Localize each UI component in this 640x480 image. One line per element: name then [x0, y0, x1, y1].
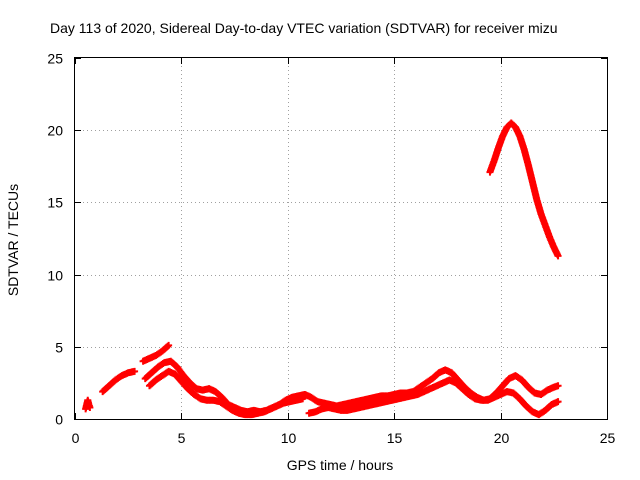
x-axis-label: GPS time / hours — [287, 457, 394, 473]
y-tick-label: 15 — [47, 195, 63, 211]
interp-point — [553, 398, 561, 406]
y-axis-label: SDTVAR / TECUs — [5, 184, 21, 296]
interp-point — [85, 402, 93, 410]
grid — [75, 58, 607, 419]
chart-title: Day 113 of 2020, Sidereal Day-to-day VTE… — [50, 20, 558, 36]
series-track-b — [99, 367, 139, 396]
series-track-f — [305, 376, 562, 419]
series-track-g — [486, 119, 562, 260]
interp-point — [129, 368, 137, 376]
data-points — [82, 119, 562, 419]
interp-point — [164, 342, 172, 350]
interp-point — [297, 395, 305, 403]
y-tick-label: 20 — [47, 123, 63, 139]
x-tick-label: 25 — [600, 430, 616, 446]
y-tick-label: 5 — [55, 340, 63, 356]
x-tick-label: 5 — [178, 430, 186, 446]
y-tick-label: 0 — [55, 412, 63, 428]
x-tick-label: 15 — [387, 430, 403, 446]
interp-point — [553, 382, 561, 390]
x-tick-label: 0 — [72, 430, 80, 446]
series-track-a — [82, 396, 94, 413]
y-tick-label: 10 — [47, 268, 63, 284]
plot-frame — [74, 57, 608, 420]
series-track-e — [145, 367, 307, 419]
y-tick-label: 25 — [47, 51, 63, 67]
x-tick-label: 20 — [494, 430, 510, 446]
interp-point — [553, 251, 561, 259]
series-track-c — [139, 341, 173, 365]
x-tick-label: 10 — [281, 430, 297, 446]
